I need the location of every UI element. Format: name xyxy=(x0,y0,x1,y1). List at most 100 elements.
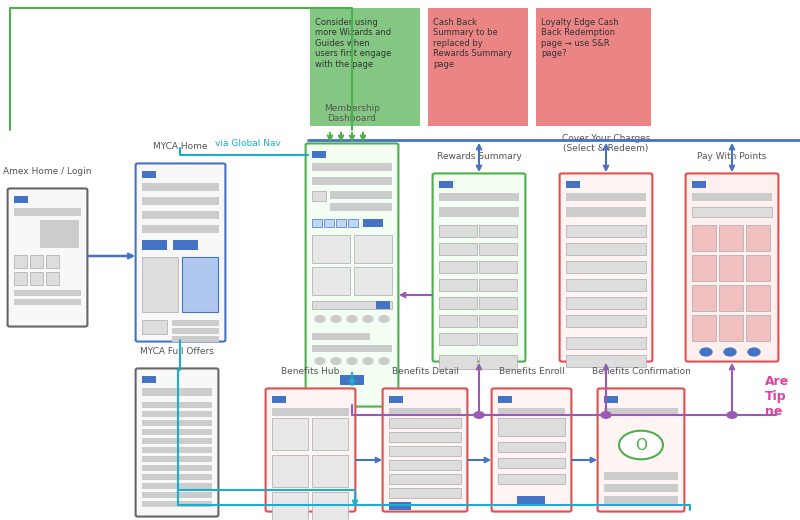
Bar xyxy=(439,279,477,291)
Bar xyxy=(142,411,212,417)
Text: Cover Your Charges
(Select & Redeem): Cover Your Charges (Select & Redeem) xyxy=(562,134,650,153)
Bar xyxy=(439,193,519,201)
Bar xyxy=(719,285,743,311)
Text: Benefits Enroll: Benefits Enroll xyxy=(498,367,564,376)
Bar xyxy=(479,333,517,345)
Bar xyxy=(46,272,59,285)
Bar xyxy=(142,225,219,233)
Bar xyxy=(354,235,392,263)
Bar xyxy=(604,396,618,403)
Bar xyxy=(310,8,420,126)
Bar xyxy=(324,219,334,227)
Text: Benefits Detail: Benefits Detail xyxy=(391,367,458,376)
Bar xyxy=(604,472,678,480)
Bar xyxy=(14,299,81,305)
Bar xyxy=(142,438,212,444)
Bar xyxy=(439,333,477,345)
FancyBboxPatch shape xyxy=(491,388,571,512)
Bar xyxy=(340,375,364,385)
Bar xyxy=(389,474,461,484)
Bar xyxy=(312,492,348,520)
Bar xyxy=(142,456,212,462)
Circle shape xyxy=(724,348,736,356)
Bar xyxy=(142,447,212,453)
Bar xyxy=(312,219,322,227)
Bar xyxy=(30,272,43,285)
Bar xyxy=(517,496,545,505)
Bar xyxy=(389,502,411,510)
Bar xyxy=(439,315,477,327)
Bar xyxy=(389,460,461,470)
Text: via Global Nav: via Global Nav xyxy=(215,139,281,148)
Bar xyxy=(439,243,477,255)
Bar xyxy=(30,255,43,268)
Bar xyxy=(746,315,770,341)
Bar xyxy=(172,336,219,342)
Bar xyxy=(142,240,167,250)
Text: MYCA Home: MYCA Home xyxy=(154,142,208,151)
Bar xyxy=(566,337,646,349)
Bar xyxy=(142,320,167,334)
Bar xyxy=(389,432,461,442)
Bar xyxy=(566,207,646,217)
Bar xyxy=(14,272,27,285)
Bar xyxy=(604,408,678,416)
Bar xyxy=(692,181,706,188)
Bar xyxy=(389,488,461,498)
Bar xyxy=(312,235,350,263)
Bar xyxy=(182,257,218,312)
FancyBboxPatch shape xyxy=(598,388,685,512)
Bar xyxy=(312,191,326,201)
Bar xyxy=(142,183,219,191)
Bar xyxy=(272,492,308,520)
Text: Rewards Summary: Rewards Summary xyxy=(437,152,522,161)
Bar xyxy=(172,320,219,326)
Bar xyxy=(566,315,646,327)
Bar xyxy=(172,328,219,334)
Text: Consider using
more Wizards and
Guides when
users first engage
with the page: Consider using more Wizards and Guides w… xyxy=(315,18,391,69)
Bar xyxy=(439,297,477,309)
Bar xyxy=(498,418,565,436)
Bar xyxy=(142,388,212,396)
Bar xyxy=(376,301,390,309)
Bar xyxy=(536,8,651,126)
Circle shape xyxy=(363,316,373,322)
Bar xyxy=(439,181,453,188)
Bar xyxy=(272,408,349,416)
Bar xyxy=(312,163,392,171)
Bar xyxy=(479,261,517,273)
Bar xyxy=(142,429,212,435)
Bar xyxy=(692,225,716,251)
Bar xyxy=(14,290,81,296)
Bar xyxy=(14,196,28,203)
Circle shape xyxy=(619,431,663,459)
Bar xyxy=(439,207,519,217)
Circle shape xyxy=(748,348,760,356)
FancyBboxPatch shape xyxy=(306,144,398,407)
Bar xyxy=(312,151,326,158)
Bar xyxy=(14,255,27,268)
Text: Cash Back
Summary to be
replaced by
Rewards Summary
page: Cash Back Summary to be replaced by Rewa… xyxy=(433,18,512,69)
Bar xyxy=(312,301,392,309)
Bar xyxy=(389,396,403,403)
Bar xyxy=(719,255,743,281)
Circle shape xyxy=(700,348,712,356)
Bar xyxy=(604,484,678,492)
Bar xyxy=(692,285,716,311)
Bar xyxy=(498,474,565,484)
FancyBboxPatch shape xyxy=(560,174,653,361)
Bar xyxy=(439,225,477,237)
Circle shape xyxy=(379,358,389,364)
Bar xyxy=(142,211,219,219)
Bar xyxy=(479,243,517,255)
Bar xyxy=(479,225,517,237)
Bar xyxy=(692,193,772,201)
Bar xyxy=(330,203,392,211)
Bar xyxy=(566,297,646,309)
Text: Membership
Dashboard: Membership Dashboard xyxy=(324,103,380,123)
Bar xyxy=(498,396,512,403)
Bar xyxy=(142,465,212,471)
FancyBboxPatch shape xyxy=(686,174,778,361)
Text: Benefits Hub: Benefits Hub xyxy=(282,367,340,376)
Bar xyxy=(746,255,770,281)
